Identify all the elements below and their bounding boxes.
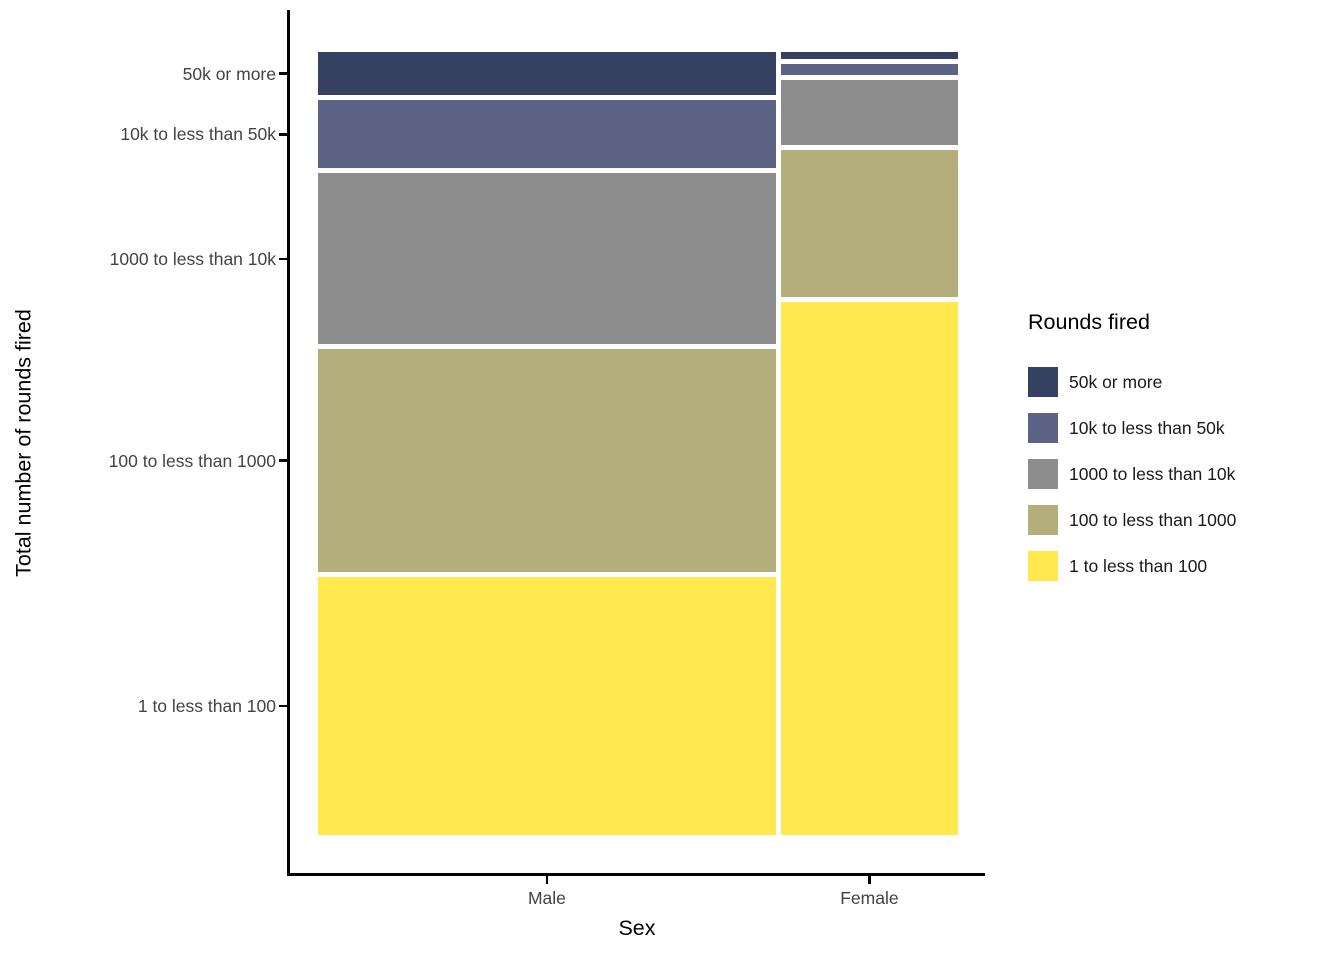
legend-label: 100 to less than 1000: [1069, 509, 1237, 530]
y-tick-label-1-to-less-than-100: 1 to less than 100: [137, 696, 276, 717]
legend-item-10k-to-less-than-50k: 10k to less than 50k: [1028, 405, 1338, 451]
legend-item-1-to-less-than-100: 1 to less than 100: [1028, 543, 1338, 589]
y-axis-tick: [279, 72, 287, 75]
x-tick-label-male: Male: [527, 888, 566, 908]
y-axis-tick: [279, 459, 287, 462]
mosaic-segment-male-1000-to-less-than-10k: [318, 173, 776, 345]
y-axis-tick: [279, 133, 287, 136]
y-axis-tick: [279, 704, 287, 708]
x-axis-title: Sex: [618, 916, 656, 940]
legend-item-1000-to-less-than-10k: 1000 to less than 10k: [1028, 451, 1338, 497]
legend-label: 10k to less than 50k: [1069, 417, 1225, 438]
legend-label: 50k or more: [1069, 371, 1163, 392]
legend: Rounds fired 50k or more 10k to less than…: [1028, 310, 1338, 589]
mosaic-segment-male-50k-or-more: [318, 52, 776, 96]
mosaic-segment-female-1-to-less-than-100: [780, 301, 958, 835]
legend-item-100-to-less-than-1000: 100 to less than 1000: [1028, 497, 1338, 543]
y-axis-title: Total number of rounds fired: [11, 309, 36, 577]
legend-label: 1 to less than 100: [1069, 555, 1208, 576]
legend-swatch-icon: [1028, 413, 1058, 443]
mosaic-segment-male-1-to-less-than-100: [318, 577, 776, 835]
legend-swatch-icon: [1028, 459, 1058, 489]
mosaic-segment-female-10k-to-less-than-50k: [780, 63, 958, 76]
mosaic-segment-female-100-to-less-than-1000: [780, 150, 958, 297]
mosaic-segment-female-1000-to-less-than-10k: [780, 80, 958, 146]
x-tick-label-female: Female: [840, 888, 899, 908]
x-axis-tick: [868, 876, 871, 884]
mosaic-segment-female-50k-or-more: [780, 52, 958, 59]
y-tick-label-50k-or-more: 50k or more: [182, 63, 276, 84]
legend-swatch-icon: [1028, 367, 1058, 397]
mosaic-region: [318, 52, 958, 835]
legend-swatch-icon: [1028, 551, 1058, 581]
mosaic-segment-male-10k-to-less-than-50k: [318, 100, 776, 169]
y-tick-label-10k-to-less-than-50k: 10k to less than 50k: [120, 124, 276, 145]
legend-swatch-icon: [1028, 505, 1058, 535]
mosaic-segment-male-100-to-less-than-1000: [318, 349, 776, 573]
y-tick-label-1000-to-less-than-10k: 1000 to less than 10k: [109, 248, 276, 269]
legend-items: 50k or more 10k to less than 50k 1000 to l…: [1028, 359, 1338, 589]
legend-label: 1000 to less than 10k: [1069, 463, 1236, 484]
legend-item-50k-or-more: 50k or more: [1028, 359, 1338, 405]
x-axis-tick: [545, 876, 549, 884]
legend-title: Rounds fired: [1028, 310, 1150, 334]
y-axis-tick: [279, 257, 287, 261]
y-tick-label-100-to-less-than-1000: 100 to less than 1000: [108, 450, 276, 471]
plot-area: 50k or more 10k to less than 50k 1000 to l…: [109, 10, 985, 908]
